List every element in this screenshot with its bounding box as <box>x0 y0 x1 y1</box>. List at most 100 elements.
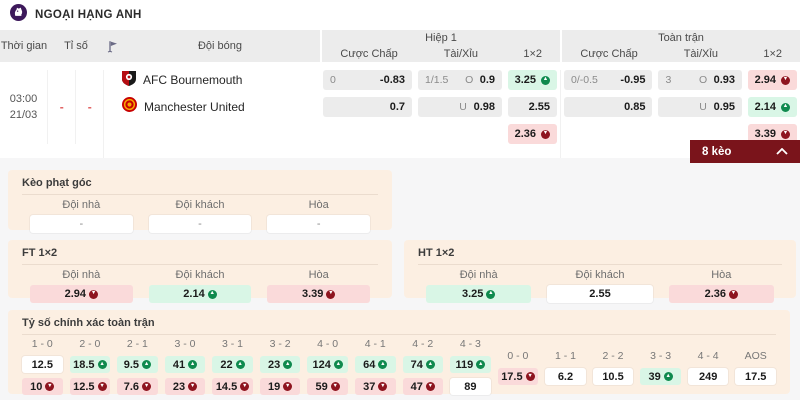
score-col-aos: AOS 17.5 <box>735 338 776 400</box>
ft-1x2-draw-odds[interactable]: 3.39 ▼ <box>748 124 797 144</box>
score-4-2-bottom-odds[interactable]: 47 ▼ <box>402 378 444 395</box>
h1-handicap-odds-1[interactable]: 0 -0.83 <box>323 70 412 90</box>
score-2-2-odds[interactable]: 10.5 <box>592 368 634 385</box>
header-h1-over-under: Tài/Xỉu <box>443 48 478 60</box>
ft-1x2-home-odds[interactable]: 2.94 ▼ <box>748 70 797 90</box>
header-group-first-half: Hiệp 1 Cược Chấp Tài/Xỉu 1×2 <box>320 30 560 62</box>
score-3-0-top-odds[interactable]: 41 ▲ <box>164 356 206 373</box>
score-col-3-3: 3 - 3 39 ▲ <box>640 338 681 400</box>
odds-value: 2.36 <box>704 288 727 300</box>
h1-1x2-away-odds[interactable]: 2.55 <box>508 97 557 117</box>
ft-handicap-odds-2[interactable]: 0.85 <box>564 97 653 117</box>
corner-draw-label: Hòa <box>308 199 329 211</box>
odds-value: 41 <box>172 358 186 371</box>
score-3-1-top-odds[interactable]: 22 ▲ <box>212 356 253 373</box>
score-2-1-bottom-odds[interactable]: 7.6 ▼ <box>117 378 158 395</box>
trend-down-icon: ▼ <box>425 382 435 391</box>
header-score: Tỉ số <box>64 40 88 52</box>
match-odds-card: NGOẠI HẠNG ANH Thời gian Tỉ số Đội bóng … <box>0 0 800 158</box>
score-3-1-bottom-odds[interactable]: 14.5 ▼ <box>212 378 253 395</box>
odds-value: 249 <box>698 370 718 383</box>
odds-value: -0.95 <box>620 74 646 86</box>
score-aos-odds[interactable]: 17.5 <box>735 368 776 385</box>
ft-handicap-odds-1[interactable]: 0/-0.5 -0.95 <box>564 70 653 90</box>
score-1-1-odds[interactable]: 6.2 <box>545 368 586 385</box>
score-4-3-bottom-odds[interactable]: 89 <box>450 378 491 395</box>
ht-home-odds[interactable]: 3.25 ▲ <box>426 285 532 303</box>
score-1-0-top-odds[interactable]: 12.5 <box>22 356 63 373</box>
score-col-4-1: 4 - 1 64 ▲ 37 ▼ <box>354 338 396 400</box>
score-label: AOS <box>744 350 767 362</box>
score-2-0-bottom-odds[interactable]: 12.5 ▼ <box>69 378 111 395</box>
ou-side: U <box>699 101 707 113</box>
ht-away-label: Đội khách <box>575 269 625 281</box>
score-3-3-odds[interactable]: 39 ▲ <box>640 368 681 385</box>
h1-1x2-home-odds[interactable]: 3.25 ▲ <box>508 70 557 90</box>
ft-away-odds[interactable]: 2.14 ▲ <box>148 285 252 303</box>
score-4-3-top-odds[interactable]: 119 ▲ <box>450 356 491 373</box>
header-ft-1x2: 1×2 <box>763 48 783 60</box>
score-4-1-top-odds[interactable]: 64 ▲ <box>354 356 396 373</box>
score-4-4-odds[interactable]: 249 <box>687 368 729 385</box>
league-header: NGOẠI HẠNG ANH <box>0 0 800 30</box>
ft-home-odds[interactable]: 2.94 ▼ <box>30 285 133 303</box>
full-match-odds: 0/-0.5 -0.95 0.85 3 O 0.93 <box>560 70 800 158</box>
odds-value: 14.5 <box>215 380 238 393</box>
odds-value: 23 <box>267 358 281 371</box>
keo-count-label: 8 kèo <box>702 145 732 158</box>
odds-value: 10 <box>30 380 43 393</box>
score-2-1-top-odds[interactable]: 9.5 ▲ <box>117 356 158 373</box>
h1-under-odds[interactable]: U 0.98 <box>418 97 502 117</box>
score-label: 2 - 0 <box>79 338 101 350</box>
odds-value: 2.94 <box>754 74 776 86</box>
score-4-1-bottom-odds[interactable]: 37 ▼ <box>354 378 396 395</box>
trend-up-icon: ▲ <box>425 360 435 369</box>
team-row-away[interactable]: Manchester United <box>122 97 320 117</box>
score-4-0-top-odds[interactable]: 124 ▲ <box>307 356 348 373</box>
trend-down-icon: ▼ <box>283 382 293 391</box>
ft-draw-odds[interactable]: 3.39 ▼ <box>267 285 371 303</box>
score-3-0-bottom-odds[interactable]: 23 ▼ <box>164 378 206 395</box>
score-label: 0 - 0 <box>507 350 529 362</box>
ht-away-odds[interactable]: 2.55 <box>547 285 653 303</box>
score-col-3-1: 3 - 1 22 ▲ 14.5 ▼ <box>212 338 253 400</box>
first-half-odds: 0 -0.83 0.7 1/1.5 O 0.9 <box>320 70 560 158</box>
score-0-0-odds[interactable]: 17.5 ▼ <box>497 368 539 385</box>
odds-value: 39 <box>648 370 661 383</box>
corner-draw-odds[interactable]: - <box>267 215 371 233</box>
trend-up-icon: ▲ <box>781 102 790 112</box>
corner-flag-icon <box>104 30 120 62</box>
score-2-0-top-odds[interactable]: 18.5 ▲ <box>69 356 111 373</box>
score-3-2-top-odds[interactable]: 23 ▲ <box>259 356 301 373</box>
score-label: 3 - 3 <box>650 350 672 362</box>
corner-home-odds[interactable]: - <box>30 215 133 233</box>
ft-1x2-away-odds[interactable]: 2.14 ▲ <box>748 97 797 117</box>
match-row: 03:00 21/03 - - <box>0 62 800 158</box>
score-4-0-bottom-odds[interactable]: 59 ▼ <box>307 378 348 395</box>
score-3-2-bottom-odds[interactable]: 19 ▼ <box>259 378 301 395</box>
ft-under-odds[interactable]: U 0.95 <box>658 97 742 117</box>
odds-value: 2.55 <box>589 288 611 300</box>
keo-count-expander[interactable]: 8 kèo <box>690 140 800 163</box>
ft-over-odds[interactable]: 3 O 0.93 <box>658 70 742 90</box>
odds-value: 3.39 <box>301 288 324 300</box>
score-home: - <box>59 100 64 114</box>
corner-away-odds[interactable]: - <box>148 215 252 233</box>
score-label: 2 - 1 <box>126 338 148 350</box>
team-row-home[interactable]: AFC Bournemouth <box>122 70 320 90</box>
match-time-hour: 03:00 <box>9 93 38 105</box>
premier-league-logo-icon <box>10 4 27 26</box>
trend-up-icon: ▲ <box>378 360 388 369</box>
h1-1x2-draw-odds[interactable]: 2.36 ▼ <box>508 124 557 144</box>
ft-1x2-panel: FT 1×2 Đội nhà 2.94 ▼ Đội khách 2.14 ▲ H… <box>8 240 392 303</box>
h1-handicap-odds-2[interactable]: 0.7 <box>323 97 412 117</box>
score-1-0-bottom-odds[interactable]: 10 ▼ <box>22 378 63 395</box>
h1-over-odds[interactable]: 1/1.5 O 0.9 <box>418 70 502 90</box>
score-4-2-top-odds[interactable]: 74 ▲ <box>402 356 444 373</box>
odds-value: 2.14 <box>183 288 205 300</box>
ht-draw-odds[interactable]: 2.36 ▼ <box>668 285 774 303</box>
odds-value: 6.2 <box>557 370 574 383</box>
odds-value: 23 <box>172 380 186 393</box>
odds-value: 47 <box>410 380 423 393</box>
